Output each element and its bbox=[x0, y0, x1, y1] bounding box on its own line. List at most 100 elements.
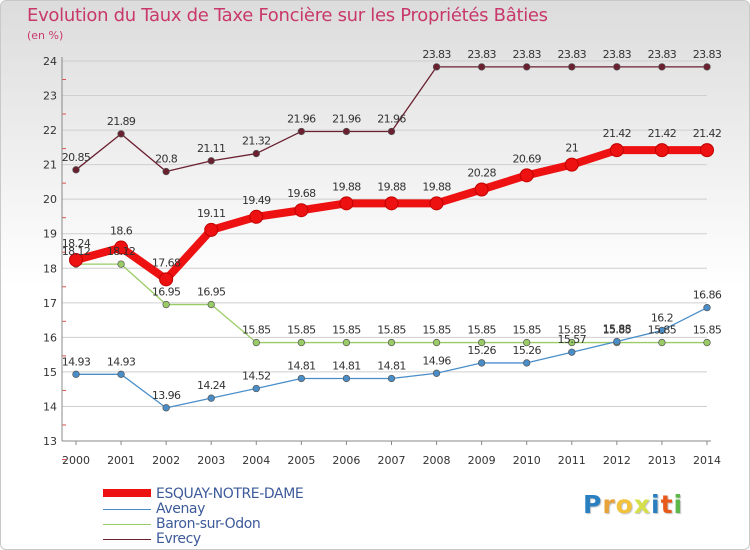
data-point bbox=[432, 63, 441, 71]
logo-letter: i bbox=[651, 490, 661, 519]
data-point bbox=[658, 326, 666, 335]
data-label: 21.96 bbox=[332, 112, 361, 125]
x-tick-label: 2014 bbox=[693, 454, 721, 467]
data-label: 21.32 bbox=[242, 135, 271, 148]
series-layer bbox=[69, 63, 714, 412]
data-label: 21.96 bbox=[377, 112, 406, 125]
data-label: 15.85 bbox=[242, 324, 271, 337]
data-point bbox=[297, 374, 306, 383]
data-label: 14.81 bbox=[377, 359, 406, 372]
data-label: 21 bbox=[565, 142, 578, 155]
data-point bbox=[72, 370, 80, 378]
data-point bbox=[342, 374, 351, 383]
data-label: 21.11 bbox=[197, 142, 226, 155]
data-point bbox=[568, 63, 576, 71]
data-point bbox=[114, 240, 129, 255]
legend-label: Evrecy bbox=[156, 531, 201, 547]
data-label: 23.83 bbox=[603, 48, 632, 61]
data-label: 20.85 bbox=[62, 151, 91, 164]
data-point bbox=[432, 338, 441, 347]
y-tick-label: 22 bbox=[43, 124, 57, 137]
data-label: 19.88 bbox=[422, 180, 451, 193]
data-point bbox=[613, 337, 621, 346]
data-label: 21.42 bbox=[693, 127, 722, 140]
legend-swatch bbox=[103, 489, 151, 497]
data-point bbox=[252, 149, 260, 158]
data-point bbox=[159, 272, 174, 287]
data-label: 20.8 bbox=[155, 153, 178, 166]
x-tick-label: 2004 bbox=[242, 454, 270, 467]
data-label: 19.88 bbox=[332, 180, 361, 193]
data-label: 18.24 bbox=[62, 237, 91, 250]
legend-label: ESQUAY-NOTRE-DAME bbox=[156, 486, 304, 502]
x-tick-label: 2002 bbox=[152, 454, 180, 467]
data-label: 16.2 bbox=[651, 311, 673, 324]
data-label: 19.88 bbox=[377, 180, 406, 193]
data-label: 14.93 bbox=[107, 355, 136, 368]
data-point bbox=[387, 127, 396, 136]
data-point bbox=[519, 168, 534, 183]
data-point bbox=[162, 167, 170, 176]
data-label: 15.85 bbox=[467, 324, 496, 337]
y-axis-unit: (en %) bbox=[27, 29, 64, 42]
legend: ESQUAY-NOTRE-DAME Avenay Baron-sur-Odon Evr… bbox=[103, 486, 363, 547]
data-point bbox=[117, 260, 125, 268]
logo-letter: x bbox=[633, 490, 651, 519]
x-tick-label: 2005 bbox=[287, 454, 315, 467]
data-point bbox=[204, 222, 219, 237]
data-label: 18.12 bbox=[107, 245, 136, 258]
data-label: 15.85 bbox=[693, 324, 722, 337]
series-avenay bbox=[72, 304, 711, 412]
data-point bbox=[342, 127, 351, 136]
data-point bbox=[252, 384, 260, 393]
x-tick-label: 2009 bbox=[468, 454, 496, 467]
data-point bbox=[523, 359, 531, 367]
x-tick-label: 2001 bbox=[107, 454, 135, 467]
data-label: 14.24 bbox=[197, 379, 226, 392]
data-point bbox=[249, 209, 264, 224]
legend-item: Evrecy bbox=[103, 531, 363, 547]
data-point bbox=[297, 338, 306, 347]
data-point bbox=[387, 374, 396, 383]
data-label: 15.85 bbox=[377, 324, 406, 337]
data-label: 19.11 bbox=[197, 207, 226, 220]
x-tick-label: 2006 bbox=[332, 454, 360, 467]
data-point bbox=[429, 196, 444, 211]
chart-title: Evolution du Taux de Taxe Foncière sur l… bbox=[27, 5, 548, 26]
data-point bbox=[294, 203, 309, 218]
logo-letter: o bbox=[615, 490, 634, 519]
data-point bbox=[432, 369, 441, 377]
data-point bbox=[474, 182, 489, 197]
data-point bbox=[658, 338, 666, 347]
data-point bbox=[297, 127, 306, 136]
data-point bbox=[609, 143, 624, 158]
series-esquay-notre-dame bbox=[69, 143, 714, 287]
data-label: 18.6 bbox=[110, 225, 133, 238]
data-label: 23.83 bbox=[648, 48, 677, 61]
data-label: 23.83 bbox=[558, 48, 587, 61]
data-label: 14.52 bbox=[242, 369, 271, 382]
x-tick-label: 2008 bbox=[423, 454, 451, 467]
data-label: 16.95 bbox=[152, 286, 181, 299]
data-label: 15.85 bbox=[558, 324, 587, 337]
data-point bbox=[568, 338, 576, 347]
axes: 13 14 15 16 17 18 19 20 21 22 23 24 2000 2001 2002 2003… bbox=[43, 55, 721, 467]
x-tick-label: 2010 bbox=[513, 454, 541, 467]
series-evrecy bbox=[72, 63, 711, 176]
data-point bbox=[703, 338, 711, 347]
data-point bbox=[387, 338, 396, 347]
data-point bbox=[523, 338, 531, 347]
data-point bbox=[342, 338, 351, 347]
x-tick-label: 2000 bbox=[62, 454, 90, 467]
data-label: 14.81 bbox=[332, 359, 361, 372]
data-label: 21.42 bbox=[603, 127, 632, 140]
y-tick-label: 19 bbox=[43, 228, 57, 241]
data-label: 19.68 bbox=[287, 187, 316, 200]
legend-swatch bbox=[103, 524, 151, 525]
data-label: 14.93 bbox=[62, 355, 91, 368]
data-point bbox=[703, 63, 711, 71]
data-point bbox=[162, 404, 170, 412]
data-label: 23.83 bbox=[512, 48, 541, 61]
data-point bbox=[117, 130, 125, 138]
data-label: 20.28 bbox=[467, 167, 496, 180]
